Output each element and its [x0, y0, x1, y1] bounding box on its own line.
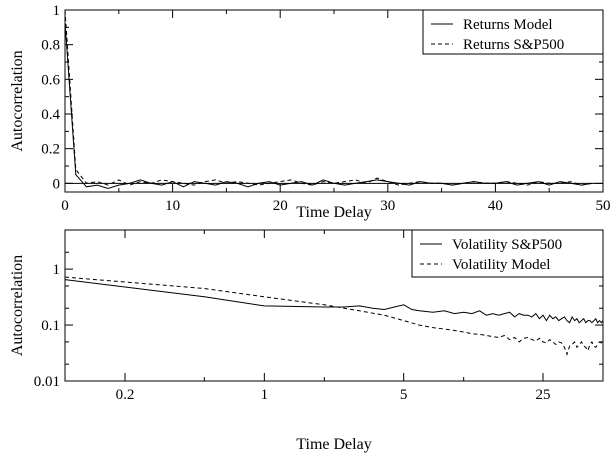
legend-label-1: Returns Model: [463, 17, 553, 33]
plot-frame: [64, 229, 604, 382]
legend-label-2: Returns S&P500: [463, 37, 564, 53]
x-tick-label: 40: [488, 198, 503, 214]
y-axis-label: Autocorrelation: [9, 255, 26, 356]
legend-box: [411, 229, 604, 278]
series-line-2: [64, 9, 593, 186]
x-tick-label: 0: [61, 198, 69, 214]
series-line-1: [64, 279, 604, 324]
x-tick-label: 0.2: [116, 387, 135, 403]
legend-label-1: Volatility S&P500: [452, 237, 562, 253]
x-tick-label: 50: [596, 198, 611, 214]
y-axis-label: Autocorrelation: [9, 50, 26, 151]
series-line-2: [64, 276, 604, 356]
x-axis-label: Time Delay: [296, 436, 371, 453]
volatility-autocorrelation-chart: 0.2 1 5 25 0.01 0.1 1 Time Delay Autocorrelation…: [9, 229, 604, 453]
y-tick-label: 0.8: [41, 38, 60, 54]
x-tick-label: 20: [273, 198, 288, 214]
x-tick-label: 5: [400, 387, 408, 403]
series-line-1: [64, 22, 593, 190]
x-tick-label: 1: [261, 387, 269, 403]
x-tick-label: 30: [380, 198, 395, 214]
returns-autocorrelation-chart: 0 10 20 30 40 50 0 0.2 0.4 0.6 0.8 1 Time Delay Autoc…: [9, 3, 611, 221]
y-tick-label: 0.01: [34, 374, 60, 390]
x-tick-label: 25: [535, 387, 550, 403]
y-tick-label: 1: [53, 262, 61, 278]
x-axis-label: Time Delay: [296, 204, 371, 221]
y-tick-label: 1: [53, 3, 61, 19]
y-tick-label: 0.4: [41, 107, 60, 123]
legend-label-2: Volatility Model: [452, 257, 550, 273]
legend-box: [422, 9, 604, 55]
y-tick-label: 0.1: [41, 318, 60, 334]
y-tick-label: 0.2: [41, 142, 60, 158]
y-tick-label: 0: [53, 176, 61, 192]
y-tick-label: 0.6: [41, 72, 60, 88]
x-tick-label: 10: [165, 198, 180, 214]
